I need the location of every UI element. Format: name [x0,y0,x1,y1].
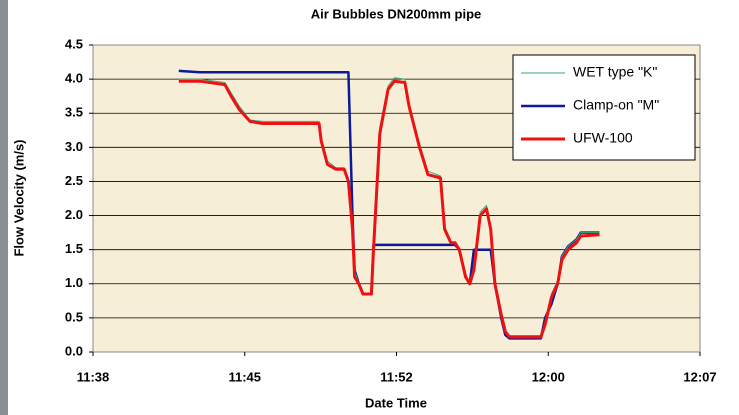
x-tick-label: 11:52 [380,369,413,384]
x-axis-label: Date Time [365,395,427,410]
y-tick-label: 0.5 [65,309,83,324]
chart: Air Bubbles DN200mm pipe Date Time Flow … [0,0,739,415]
x-tick-label: 11:45 [228,369,261,384]
y-tick-label: 0.0 [65,343,83,358]
legend-label: Clamp-on "M" [573,97,659,113]
y-tick-label: 4.0 [65,71,83,86]
x-tick-label: 12:07 [683,369,716,384]
chart-title: Air Bubbles DN200mm pipe [311,6,482,21]
x-tick-label: 11:38 [77,369,110,384]
y-tick-label: 1.0 [65,275,83,290]
x-tick-label: 12:00 [532,369,565,384]
left-strip [0,0,8,415]
y-tick-label: 3.5 [65,105,83,120]
y-tick-label: 4.5 [65,36,83,51]
legend-label: WET type "K" [573,64,657,80]
y-tick-label: 2.5 [65,173,83,188]
legend-label: UFW-100 [573,130,633,146]
y-axis-label: Flow Velocity (m/s) [11,139,26,256]
y-tick-label: 1.5 [65,241,83,256]
y-tick-label: 2.0 [65,207,83,222]
y-tick-label: 3.0 [65,139,83,154]
